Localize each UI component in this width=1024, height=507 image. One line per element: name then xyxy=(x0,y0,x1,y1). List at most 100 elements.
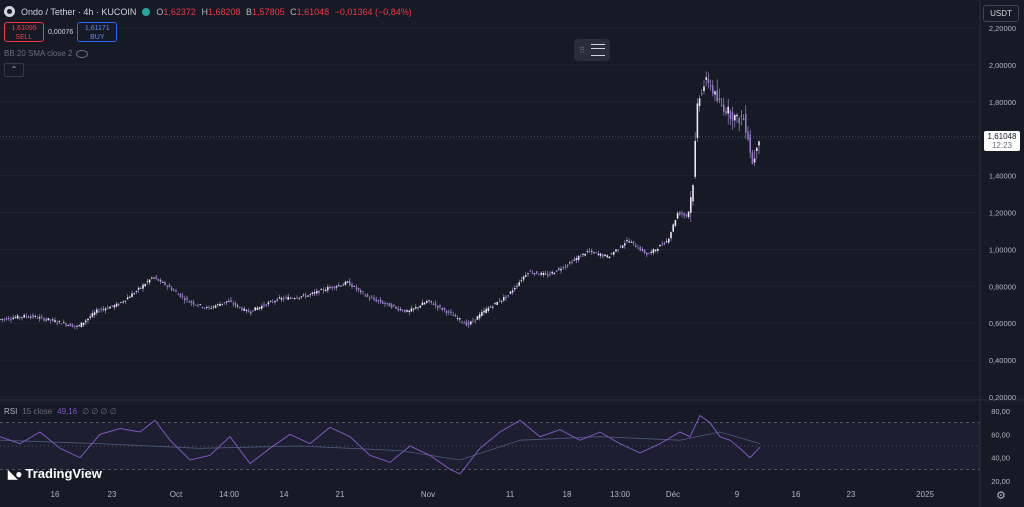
price-candle xyxy=(272,301,274,303)
price-candle xyxy=(406,310,408,312)
tradingview-logo[interactable]: ◣● TradingView xyxy=(8,466,102,481)
menu-lines-icon[interactable] xyxy=(590,44,605,56)
price-candle xyxy=(454,315,457,317)
price-candle xyxy=(635,245,637,248)
price-candle xyxy=(624,243,626,246)
symbol-title[interactable]: Ondo / Tether · 4h · KUCOIN xyxy=(21,6,137,17)
price-candle xyxy=(49,319,52,321)
price-candle xyxy=(195,304,197,306)
price-candle xyxy=(456,318,459,320)
price-candle xyxy=(0,319,1,320)
price-candle xyxy=(529,271,531,273)
time-tick-label: 14 xyxy=(280,490,289,499)
price-tick-label: 0,40000 xyxy=(989,356,1016,365)
price-candle xyxy=(25,315,28,317)
eye-icon[interactable] xyxy=(76,49,89,58)
price-candle xyxy=(23,314,25,318)
rsi-extra-values: ∅ ∅ ∅ ∅ xyxy=(82,407,117,416)
price-candle xyxy=(472,320,474,322)
price-candle xyxy=(247,310,250,313)
price-candle xyxy=(230,300,232,302)
price-candle xyxy=(628,241,630,243)
price-candle xyxy=(630,241,633,243)
drawing-toolbar[interactable]: ⠿ xyxy=(574,39,610,61)
price-candle xyxy=(201,307,204,308)
rsi-tick-label: 40,00 xyxy=(991,454,1010,463)
price-axis: 2,200002,000001,800001,600001,400001,200… xyxy=(989,24,1016,402)
price-candle xyxy=(100,309,102,311)
open-value: 1,62372 xyxy=(163,6,196,17)
price-candle xyxy=(241,308,243,311)
price-tick-label: 1,40000 xyxy=(989,172,1016,181)
price-candle xyxy=(637,247,639,249)
price-candle xyxy=(547,274,549,277)
price-candle xyxy=(217,304,219,305)
price-candle xyxy=(707,79,710,84)
bb-indicator-legend[interactable]: BB 20 SMA close 2 xyxy=(4,49,89,58)
price-candle xyxy=(250,312,252,314)
currency-selector[interactable]: USDT xyxy=(983,5,1019,22)
time-tick-label: 13:00 xyxy=(610,490,631,499)
price-candle xyxy=(681,213,683,215)
price-candle xyxy=(489,306,492,308)
price-candle xyxy=(643,250,646,254)
drag-handle-icon[interactable]: ⠿ xyxy=(579,45,585,55)
price-candle xyxy=(485,308,487,313)
gear-icon[interactable]: ⚙ xyxy=(996,490,1006,502)
price-candle xyxy=(571,261,573,264)
price-candle xyxy=(219,304,221,307)
price-candle xyxy=(243,308,245,311)
price-candle xyxy=(641,249,644,251)
price-candle xyxy=(338,285,340,286)
price-candle xyxy=(16,315,19,319)
price-candle xyxy=(305,295,307,297)
price-candle xyxy=(674,220,677,226)
price-candle xyxy=(575,258,578,261)
rsi-tick-label: 20,00 xyxy=(991,477,1010,486)
sell-button[interactable]: 1,61095 SELL xyxy=(4,22,44,42)
price-candle xyxy=(437,305,439,309)
price-candle xyxy=(21,317,23,318)
price-candle xyxy=(544,273,547,275)
price-candle xyxy=(43,318,45,321)
price-candle xyxy=(419,305,421,308)
buy-button[interactable]: 1,61171 BUY xyxy=(77,22,118,42)
price-candle xyxy=(476,316,479,320)
price-candle xyxy=(467,322,470,325)
price-candle xyxy=(549,273,551,275)
price-candle xyxy=(412,308,415,310)
price-candle xyxy=(580,256,582,258)
ohlc-readout: O1,62372 H1,68208 B1,57805 C1,61048 −0,0… xyxy=(156,7,414,17)
price-candle xyxy=(500,300,503,302)
price-candle xyxy=(168,284,171,288)
price-candle xyxy=(322,289,325,291)
price-candle xyxy=(749,134,751,153)
sell-label: SELL xyxy=(15,34,33,41)
low-label: B xyxy=(246,6,253,17)
time-tick-label: Déc xyxy=(666,490,680,499)
price-candle xyxy=(382,301,384,304)
price-candle xyxy=(608,256,611,259)
price-candle xyxy=(577,256,580,260)
spread-value: 0,00076 xyxy=(48,28,74,36)
price-candle xyxy=(595,252,597,254)
price-candle xyxy=(362,291,364,293)
price-candle xyxy=(283,298,285,300)
price-candle xyxy=(709,85,712,87)
price-candle xyxy=(606,255,608,258)
price-candle xyxy=(225,301,228,303)
price-candle xyxy=(536,271,538,274)
price-candle xyxy=(408,310,410,312)
price-candle xyxy=(148,279,151,283)
collapse-legend-button[interactable]: ⌃ xyxy=(4,63,24,77)
price-candle xyxy=(509,291,512,294)
price-candle xyxy=(731,112,734,121)
price-candle xyxy=(474,319,476,321)
price-candle xyxy=(434,303,437,306)
price-candle xyxy=(298,297,300,299)
price-candle xyxy=(38,317,41,319)
price-candle xyxy=(494,302,496,304)
price-candle xyxy=(1,318,3,320)
rsi-legend[interactable]: RSI 15 close 49,16 ∅ ∅ ∅ ∅ xyxy=(4,407,117,416)
